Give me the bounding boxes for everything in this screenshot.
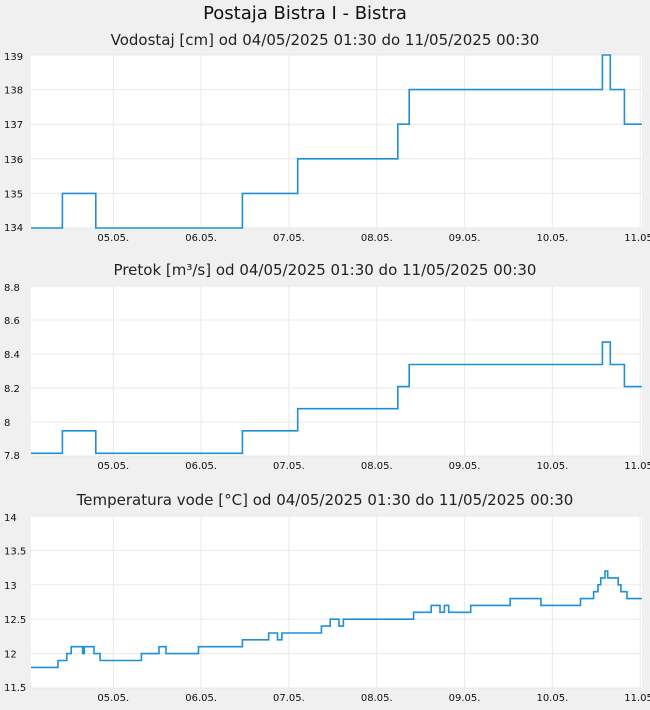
x-tick-label: 08.05. [361, 233, 393, 244]
y-tick-label: 8 [4, 418, 10, 429]
x-tick-label: 10.05. [536, 693, 568, 704]
x-tick-label: 07.05. [273, 693, 305, 704]
chart-title-discharge: Pretok [m³/s] od 04/05/2025 01:30 do 11/… [113, 261, 537, 279]
x-tick-label: 06.05. [185, 233, 217, 244]
x-tick-label: 09.05. [449, 461, 481, 472]
x-tick-label: 09.05. [449, 693, 481, 704]
plot-area [31, 516, 642, 688]
x-tick-label: 11.05. [624, 693, 650, 704]
x-tick-label: 10.05. [536, 461, 568, 472]
y-tick-label: 136 [4, 155, 23, 166]
y-tick-label: 135 [4, 189, 23, 200]
y-tick-label: 8.8 [4, 283, 20, 294]
y-tick-label: 13 [4, 581, 17, 592]
series-line-water-temperature [31, 570, 642, 669]
x-tick-label: 10.05. [536, 233, 568, 244]
page-title: Postaja Bistra I - Bistra [203, 3, 407, 24]
chart-title-water-level: Vodostaj [cm] od 04/05/2025 01:30 do 11/… [110, 31, 540, 49]
x-tick-label: 06.05. [185, 693, 217, 704]
x-tick-label: 05.05. [97, 693, 129, 704]
y-tick-label: 12.5 [4, 615, 26, 626]
plot-area [31, 286, 642, 456]
y-tick-label: 14 [4, 513, 17, 524]
x-tick-label: 05.05. [97, 233, 129, 244]
series-line-discharge [31, 341, 642, 455]
x-tick-label: 08.05. [361, 461, 393, 472]
series-line-water-level [31, 54, 642, 229]
chart-water-level: 134 135 136 137 138 139 05.05. 06.05. 07.05. 08.0… [4, 52, 650, 244]
chart-water-temperature: 11.5 12 12.5 13 13.5 14 05.05. 06.05. 07.05. 08.0… [4, 513, 650, 704]
x-tick-label: 08.05. [361, 693, 393, 704]
x-tick-label: 11.05. [624, 461, 650, 472]
x-tick-label: 05.05. [97, 461, 129, 472]
y-tick-label: 12 [4, 650, 17, 661]
x-tick-label: 09.05. [449, 233, 481, 244]
y-tick-label: 137 [4, 120, 23, 131]
chart-discharge: 7.8 8 8.2 8.4 8.6 8.8 05.05. 06.05. 07.05. 08.05.… [4, 283, 650, 472]
x-tick-label: 07.05. [273, 461, 305, 472]
y-tick-label: 11.5 [4, 683, 26, 694]
y-tick-label: 138 [4, 86, 23, 97]
y-tick-label: 139 [4, 52, 23, 63]
y-tick-label: 8.2 [4, 384, 20, 395]
x-tick-label: 07.05. [273, 233, 305, 244]
x-tick-label: 11.05. [624, 233, 650, 244]
y-tick-label: 7.8 [4, 451, 20, 462]
y-tick-label: 13.5 [4, 546, 26, 557]
y-tick-label: 134 [4, 223, 23, 234]
plot-area [31, 55, 642, 228]
x-tick-label: 06.05. [185, 461, 217, 472]
chart-title-water-temperature: Temperatura vode [°C] od 04/05/2025 01:3… [76, 491, 574, 509]
y-tick-label: 8.6 [4, 316, 20, 327]
y-tick-label: 8.4 [4, 350, 20, 361]
